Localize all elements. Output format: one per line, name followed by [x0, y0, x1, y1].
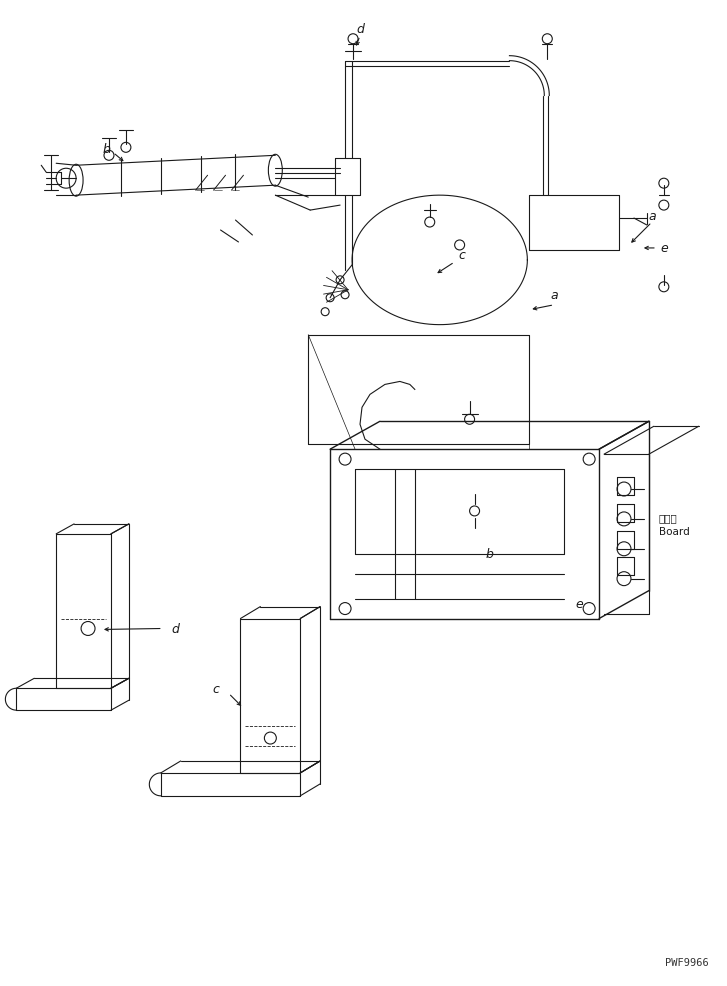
- Text: e: e: [660, 243, 667, 255]
- Text: e: e: [575, 598, 583, 610]
- Text: b: b: [102, 143, 110, 156]
- Text: PWF9966: PWF9966: [665, 957, 709, 967]
- Text: c: c: [458, 249, 465, 262]
- Text: d: d: [356, 24, 364, 36]
- Text: d: d: [172, 622, 180, 635]
- Text: b: b: [486, 547, 494, 561]
- Text: c: c: [212, 682, 219, 695]
- Text: a: a: [648, 209, 656, 222]
- Text: a: a: [550, 289, 558, 302]
- Text: ボード
Board: ボード Board: [659, 513, 690, 536]
